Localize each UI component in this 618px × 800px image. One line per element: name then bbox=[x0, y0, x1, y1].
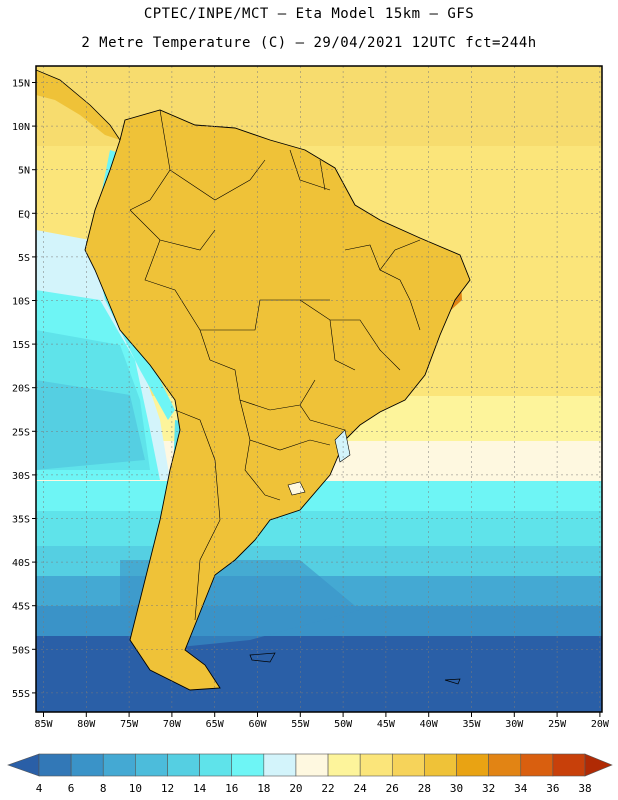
lat-label: 25S bbox=[12, 427, 30, 438]
colorbar-label: 28 bbox=[417, 782, 432, 795]
lat-label: 20S bbox=[12, 384, 30, 395]
colorbar-label: 18 bbox=[257, 782, 271, 795]
colorbar-label: 16 bbox=[225, 782, 239, 795]
colorbar-swatch bbox=[102, 753, 136, 777]
lat-label: 15S bbox=[12, 340, 30, 351]
lat-label: 5S bbox=[18, 253, 30, 264]
lat-label: 50S bbox=[12, 645, 30, 656]
latitude-labels: 15N 10N 5N EQ 5S 10S 15S 20S 25S 30S 35S 40S 45S 50S 5… bbox=[12, 79, 30, 700]
colorbar-swatch bbox=[327, 753, 361, 777]
colorbar bbox=[7, 753, 613, 777]
colorbar-label: 20 bbox=[289, 782, 303, 795]
lat-label: 10N bbox=[12, 122, 30, 133]
colorbar-swatch bbox=[38, 753, 72, 777]
colorbar-arrow-high bbox=[584, 753, 613, 777]
lon-label: 20W bbox=[591, 719, 610, 730]
lat-label: EQ bbox=[18, 209, 30, 220]
colorbar-swatch bbox=[520, 753, 554, 777]
colorbar-swatch bbox=[263, 753, 297, 777]
colorbar-swatch bbox=[295, 753, 329, 777]
lat-label: 10S bbox=[12, 297, 30, 308]
longitude-labels: 85W 80W 75W 70W 65W 60W 55W 50W 45W 40W 35W 30W 25W 2… bbox=[34, 719, 609, 730]
colorbar-swatch bbox=[391, 753, 425, 777]
colorbar-label: 24 bbox=[353, 782, 367, 795]
lat-label: 5N bbox=[18, 166, 30, 177]
lon-label: 70W bbox=[163, 719, 182, 730]
colorbar-swatch bbox=[231, 753, 265, 777]
pacific-cool-4 bbox=[36, 380, 145, 470]
colorbar-swatch bbox=[424, 753, 457, 777]
colorbar-label: 36 bbox=[546, 782, 560, 795]
colorbar-label: 8 bbox=[99, 782, 107, 795]
country-borders bbox=[129, 109, 421, 621]
lon-label: 25W bbox=[548, 719, 567, 730]
lon-label: 35W bbox=[462, 719, 481, 730]
lat-label: 55S bbox=[12, 689, 30, 700]
colorbar-swatch bbox=[552, 753, 586, 777]
colorbar-swatch bbox=[135, 753, 168, 777]
colorbar-label: 38 bbox=[578, 782, 592, 795]
graticule bbox=[36, 66, 602, 712]
colorbar-label: 30 bbox=[449, 782, 464, 795]
lon-label: 65W bbox=[206, 719, 225, 730]
colorbar-label: 22 bbox=[321, 782, 335, 795]
lat-label: 40S bbox=[12, 558, 30, 569]
colorbar-swatch bbox=[456, 753, 489, 777]
band-4-6 bbox=[36, 636, 602, 712]
colorbar-label: 10 bbox=[128, 782, 142, 795]
title-line-2: 2 Metre Temperature (C) – 29/04/2021 12U… bbox=[81, 35, 537, 51]
lon-label: 45W bbox=[377, 719, 396, 730]
colorbar-swatch bbox=[70, 753, 104, 777]
lon-label: 85W bbox=[34, 719, 53, 730]
lon-label: 55W bbox=[291, 719, 310, 730]
colorbar-label: 6 bbox=[67, 782, 75, 795]
colorbar-label: 26 bbox=[385, 782, 399, 795]
lon-label: 80W bbox=[77, 719, 96, 730]
lon-label: 75W bbox=[120, 719, 139, 730]
colorbar-label: 32 bbox=[482, 782, 496, 795]
colorbar-arrow-low bbox=[7, 753, 40, 777]
axis-ticks bbox=[32, 82, 601, 717]
lon-label: 40W bbox=[420, 719, 439, 730]
lat-label: 15N bbox=[12, 79, 30, 90]
lon-label: 60W bbox=[248, 719, 267, 730]
lon-label: 50W bbox=[334, 719, 353, 730]
colorbar-label: 12 bbox=[160, 782, 175, 795]
lat-label: 30S bbox=[12, 471, 30, 482]
colorbar-swatch bbox=[488, 753, 522, 777]
lagoa-patos bbox=[334, 429, 351, 463]
band-tropical-north bbox=[36, 66, 602, 146]
rio-de-la-plata bbox=[287, 481, 306, 496]
colorbar-label: 14 bbox=[192, 782, 207, 795]
colorbar-swatch bbox=[199, 753, 233, 777]
band-14-16 bbox=[36, 511, 602, 546]
colorbar-swatch bbox=[359, 753, 393, 777]
central-america bbox=[36, 70, 120, 140]
colorbar-label: 4 bbox=[35, 782, 43, 795]
lon-label: 30W bbox=[505, 719, 524, 730]
colorbar-swatch bbox=[167, 753, 200, 777]
lat-label: 45S bbox=[12, 602, 30, 613]
title-line-1: CPTEC/INPE/MCT – Eta Model 15km – GFS bbox=[143, 6, 475, 22]
colorbar-label: 34 bbox=[514, 782, 528, 795]
field-layer bbox=[36, 66, 602, 712]
map-frame bbox=[35, 65, 603, 713]
falkland-islands bbox=[249, 652, 276, 663]
lat-label: 35S bbox=[12, 515, 30, 526]
